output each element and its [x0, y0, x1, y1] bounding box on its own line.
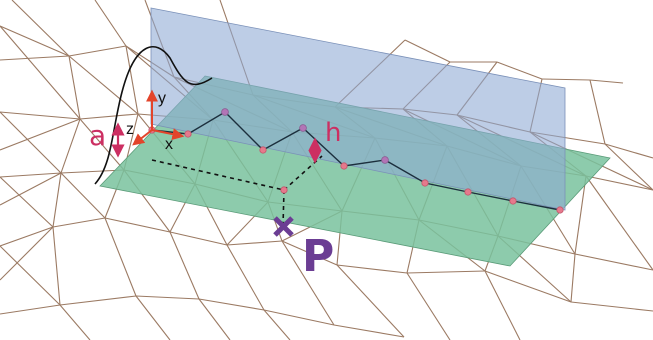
mesh-edge	[281, 240, 335, 326]
mesh-edge	[0, 25, 81, 120]
mesh-edge	[0, 25, 70, 57]
mesh-edge	[0, 55, 70, 61]
mesh-edge	[59, 295, 137, 306]
cross-icon	[273, 216, 294, 237]
dot-icon	[509, 197, 517, 205]
mesh-edge	[135, 295, 200, 300]
mesh-edge	[570, 253, 576, 303]
mesh-edge	[52, 217, 106, 228]
mesh-edge	[0, 118, 81, 151]
mesh-edge	[94, 0, 127, 47]
mesh-edge	[406, 272, 451, 340]
label-a: a	[89, 119, 106, 152]
mesh-edge	[0, 245, 61, 306]
mesh-edge	[60, 172, 106, 219]
mesh-edge	[198, 298, 265, 311]
dot-icon	[340, 162, 348, 170]
mesh-edge	[263, 309, 335, 326]
dot-icon	[259, 146, 267, 154]
mesh-edge	[68, 45, 127, 57]
mesh-edge	[198, 298, 231, 340]
mesh-edge	[570, 301, 653, 312]
label-z-axis: z	[126, 121, 134, 138]
profile-bump-curve	[94, 46, 213, 185]
axis-x-arrow	[151, 128, 185, 141]
mesh-edge	[604, 143, 653, 191]
label-h: h	[325, 118, 341, 148]
mesh-edge	[336, 264, 405, 338]
mesh-edge	[406, 270, 486, 274]
dot-icon	[421, 179, 429, 187]
dot-icon	[280, 186, 288, 194]
mesh-edge	[0, 172, 62, 178]
mesh-edge	[0, 226, 54, 247]
dot-icon	[299, 124, 307, 132]
mesh-edge	[52, 172, 62, 228]
mesh-edge	[589, 79, 624, 84]
mesh-edge	[574, 253, 653, 271]
mesh-edge	[281, 240, 338, 266]
mesh-edge	[68, 55, 81, 120]
label-p: P	[302, 231, 334, 282]
mesh-edge	[589, 79, 606, 145]
projection-dashed-line	[151, 159, 285, 191]
mesh-edge	[404, 39, 451, 63]
mesh-edge	[60, 118, 81, 174]
dot-icon	[464, 188, 472, 196]
mesh-edge	[574, 175, 587, 255]
mesh-edge	[0, 176, 54, 228]
mesh-edge	[68, 55, 139, 115]
mesh-edge	[484, 270, 572, 303]
profile-vertices	[148, 108, 564, 214]
mesh-edge	[11, 0, 70, 57]
vertical-plane	[150, 7, 566, 211]
mesh-edge	[496, 61, 543, 80]
mesh-edge	[169, 231, 200, 300]
dot-icon	[221, 108, 229, 116]
label-y-axis: y	[158, 90, 166, 107]
dot-icon	[556, 206, 564, 214]
mesh-edge	[60, 169, 125, 174]
mesh-edge	[125, 45, 139, 115]
mesh-edge	[0, 111, 62, 174]
dot-icon	[184, 130, 192, 138]
label-x-axis: x	[165, 136, 173, 153]
mesh-edge	[0, 111, 81, 120]
mesh-edge	[0, 226, 54, 281]
mesh-edge	[104, 217, 137, 297]
mesh-edge	[169, 231, 228, 246]
mesh-edge	[585, 175, 653, 271]
axis-z-arrow	[132, 129, 153, 146]
mesh-edge	[333, 324, 405, 338]
mesh-edge	[226, 244, 265, 311]
mesh-edge	[79, 118, 125, 171]
mesh-edge	[585, 175, 653, 191]
mesh-edge	[0, 172, 62, 206]
mesh-edge	[104, 217, 171, 233]
mesh-edge	[52, 226, 61, 306]
mesh-edge	[226, 240, 283, 246]
mesh-edge	[59, 304, 91, 340]
mesh-edge	[336, 264, 408, 274]
dot-icon	[381, 156, 389, 164]
mesh-edge	[263, 309, 291, 340]
mesh-edge	[0, 304, 61, 315]
mesh-edge	[484, 270, 521, 340]
mesh-edge	[541, 78, 591, 81]
height-dashed-line	[282, 189, 285, 227]
mesh-edge	[604, 143, 653, 159]
mesh-edge	[135, 295, 171, 340]
mesh-edge	[79, 113, 139, 120]
